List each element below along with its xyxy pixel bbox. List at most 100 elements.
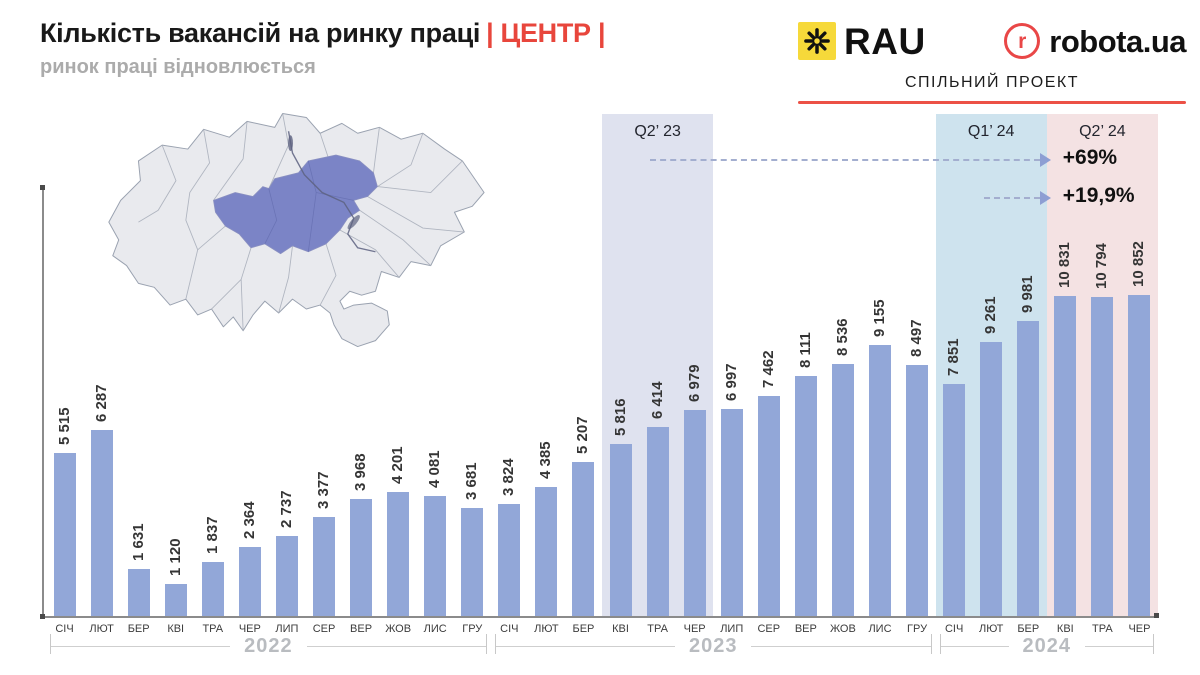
growth-percent-label: +19,9% bbox=[1062, 184, 1135, 207]
robota-logo: r robota.ua bbox=[1004, 23, 1186, 59]
month-label: СІЧ bbox=[944, 623, 964, 635]
bar bbox=[720, 409, 743, 617]
bar bbox=[572, 462, 595, 617]
bar-value-label: 1 120 bbox=[166, 538, 184, 576]
month-label: КВІ bbox=[1056, 623, 1074, 635]
bracket-line bbox=[306, 646, 486, 647]
bar bbox=[387, 492, 410, 617]
year-label: 2022 bbox=[244, 635, 293, 657]
bar-value-label: 6 414 bbox=[648, 381, 666, 419]
bar-value-label: 9 155 bbox=[871, 299, 888, 337]
axis-top-marker bbox=[40, 185, 45, 190]
month-label: ЧЕР bbox=[683, 623, 706, 635]
bar-value-label: 6 979 bbox=[685, 364, 703, 402]
bar-value-label: 4 201 bbox=[389, 446, 407, 484]
bracket-tick bbox=[50, 634, 51, 654]
month-label: ВЕР bbox=[350, 623, 373, 635]
bar-value-label: 9 261 bbox=[982, 296, 1000, 334]
dnipro-river bbox=[287, 131, 376, 253]
bar bbox=[906, 365, 929, 617]
bar bbox=[757, 396, 780, 617]
red-divider bbox=[798, 101, 1186, 104]
bar-value-label: 3 681 bbox=[463, 462, 481, 500]
bar-value-label: 6 287 bbox=[92, 384, 110, 422]
page-title-main: Кількість вакансій на ринку праці bbox=[40, 18, 481, 48]
month-label: ТРА bbox=[1092, 623, 1113, 635]
robota-r-icon: r bbox=[1004, 23, 1041, 59]
bracket-line bbox=[751, 646, 931, 647]
month-label: КВІ bbox=[167, 623, 185, 635]
month-label: ЧЕР bbox=[1128, 623, 1151, 635]
growth-percent-label: +69% bbox=[1062, 146, 1118, 169]
growth-dashed-line bbox=[983, 197, 1040, 199]
quarter-band-label: Q2’ 24 bbox=[1079, 123, 1126, 140]
month-label: ВЕР bbox=[794, 623, 817, 635]
bar bbox=[461, 508, 484, 617]
month-label: ЛИП bbox=[275, 623, 299, 635]
bar-value-label: 3 968 bbox=[352, 453, 370, 491]
bar bbox=[53, 453, 76, 617]
bar bbox=[238, 547, 261, 617]
logos-row: RAU r robota.ua bbox=[798, 18, 1186, 64]
month-label: ТРА bbox=[647, 623, 668, 635]
bar bbox=[164, 584, 187, 617]
bar-value-label: 2 737 bbox=[277, 490, 295, 528]
bar-value-label: 4 081 bbox=[426, 450, 444, 488]
month-label: СЕР bbox=[757, 623, 781, 635]
joint-project-label: СПІЛЬНИЙ ПРОЕКТ bbox=[904, 74, 1080, 91]
month-label: СІЧ bbox=[55, 623, 74, 635]
bar bbox=[350, 499, 373, 617]
rau-rosette-icon bbox=[798, 22, 836, 60]
month-label: ЛЮТ bbox=[978, 623, 1004, 635]
growth-arrowhead-icon bbox=[1039, 153, 1051, 167]
bar bbox=[127, 569, 150, 617]
bar bbox=[869, 345, 891, 617]
month-label: БЕР bbox=[1017, 623, 1040, 635]
bar bbox=[313, 517, 335, 617]
bar-value-label: 1 631 bbox=[129, 523, 147, 561]
month-label: ЛИС bbox=[868, 623, 892, 635]
month-label: ТРА bbox=[202, 623, 224, 635]
year-bracket: 2023 bbox=[494, 634, 932, 657]
bracket-tick bbox=[485, 634, 487, 654]
bar bbox=[1128, 295, 1151, 617]
x-axis-line bbox=[42, 616, 1158, 618]
growth-arrowhead-icon bbox=[1039, 191, 1051, 205]
bracket-line bbox=[51, 646, 231, 647]
bar bbox=[794, 376, 817, 617]
year-bracket: 2022 bbox=[50, 634, 487, 657]
growth-dashed-line bbox=[650, 159, 1040, 161]
bar-value-label: 9 981 bbox=[1019, 275, 1037, 313]
month-label: СЕР bbox=[312, 623, 336, 635]
month-label: ГРУ bbox=[907, 623, 928, 635]
bracket-tick bbox=[930, 634, 932, 654]
bar-value-label: 6 997 bbox=[722, 363, 740, 401]
bar bbox=[646, 427, 669, 617]
bar bbox=[90, 430, 113, 617]
month-label: ЛЮТ bbox=[534, 623, 559, 635]
page-title: Кількість вакансій на ринку праці | ЦЕНТР… bbox=[40, 18, 606, 49]
bar bbox=[535, 487, 558, 617]
quarter-band-label: Q2’ 23 bbox=[634, 123, 681, 140]
year-bracket: 2024 bbox=[939, 634, 1154, 657]
bar-value-label: 10 831 bbox=[1056, 242, 1074, 288]
month-label: ЖОВ bbox=[830, 623, 856, 635]
month-label: КВІ bbox=[612, 623, 629, 635]
bar-value-label: 8 536 bbox=[833, 318, 851, 356]
bar bbox=[1091, 297, 1114, 617]
quarter-band-label: Q1’ 24 bbox=[967, 123, 1015, 140]
bracket-tick bbox=[494, 634, 496, 654]
bar-value-label: 10 852 bbox=[1130, 241, 1148, 287]
month-label: СІЧ bbox=[500, 623, 519, 635]
month-label: ЛЮТ bbox=[89, 623, 114, 635]
year-label: 2024 bbox=[1022, 635, 1072, 657]
month-label: ЛИС bbox=[423, 623, 447, 635]
month-label: ГРУ bbox=[462, 623, 483, 635]
bracket-line bbox=[1085, 646, 1153, 647]
bar bbox=[275, 536, 298, 617]
bar-value-label: 4 385 bbox=[537, 441, 555, 479]
axis-end-marker bbox=[1154, 613, 1159, 618]
bar bbox=[943, 384, 966, 617]
